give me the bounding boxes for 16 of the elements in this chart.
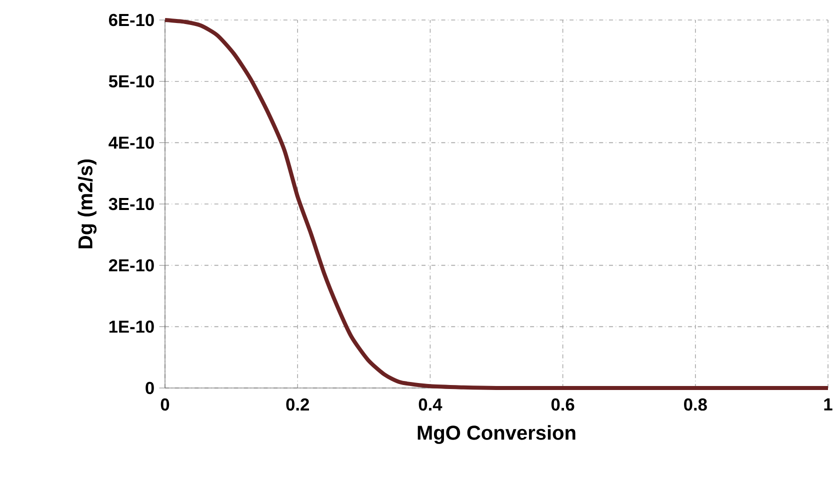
x-tick-label: 0.6	[551, 398, 574, 411]
x-tick-label: 0.8	[684, 398, 707, 411]
x-tick-label: 0.4	[418, 398, 442, 411]
x-tick-label: 0.2	[286, 398, 309, 411]
y-tick-label: 6E-10	[108, 14, 154, 26]
y-axis-title: Dg (m2/s)	[78, 159, 97, 248]
y-tick-label: 3E-10	[108, 198, 154, 210]
y-tick-label: 0	[146, 382, 154, 394]
y-tick-label: 1E-10	[109, 320, 154, 333]
x-tick-label: 1	[824, 398, 832, 410]
x-tick-label: 0	[160, 398, 170, 411]
line-series	[163, 18, 830, 390]
y-tick-label: 5E-10	[108, 75, 154, 88]
x-axis-title: MgO Conversion	[418, 425, 576, 444]
y-tick-label: 2E-10	[108, 259, 154, 272]
y-tick-label: 4E-10	[108, 136, 154, 149]
